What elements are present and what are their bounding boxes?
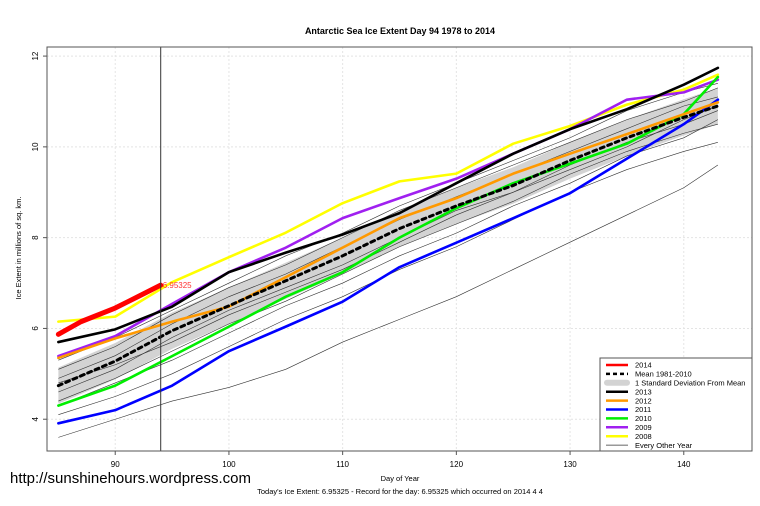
- y-tick-label: 4: [31, 416, 40, 421]
- other-year-line: [58, 119, 719, 406]
- series-line-2013: [57, 66, 720, 344]
- other-year-line: [58, 105, 718, 384]
- other-year-line: [58, 164, 719, 438]
- other-year-line: [58, 123, 718, 402]
- series-line-2010: [57, 75, 720, 407]
- series-line-2009: [57, 78, 720, 358]
- legend-label: 2014: [635, 361, 652, 370]
- legend-swatch: [604, 379, 630, 386]
- y-axis-ticks: 4 6 8 10 12: [31, 51, 47, 421]
- grid: [47, 47, 752, 451]
- legend-label: 2010: [635, 414, 652, 423]
- y-axis-label: Ice Extent in millions of sq. km.: [14, 197, 23, 300]
- legend-label: 2013: [635, 387, 652, 396]
- series-line-2012: [57, 101, 720, 360]
- x-tick-label: 110: [336, 460, 349, 469]
- today-marker-label: 6.95325: [163, 281, 192, 290]
- legend-label: 2012: [635, 396, 652, 405]
- x-tick-label: 140: [677, 460, 691, 469]
- other-year-line: [58, 142, 718, 415]
- chart-title: Antarctic Sea Ice Extent Day 94 1978 to …: [305, 26, 495, 36]
- series-line-2014: [55, 282, 164, 337]
- other-year-line: [58, 87, 718, 370]
- x-tick-label: 130: [563, 460, 577, 469]
- x-axis-ticks: 90 100 110 120 130 140: [111, 451, 691, 469]
- legend-label: 2008: [635, 432, 652, 441]
- plot-frame: [46, 46, 753, 452]
- x-tick-label: 100: [222, 460, 236, 469]
- legend-label: 2009: [635, 423, 652, 432]
- y-tick-label: 12: [31, 51, 40, 60]
- x-axis-label: Day of Year: [381, 474, 420, 483]
- legend-label: Every Other Year: [635, 441, 693, 450]
- x-tick-label: 90: [111, 460, 120, 469]
- y-tick-label: 8: [31, 235, 40, 240]
- y-tick-label: 10: [31, 142, 40, 151]
- series-line-2008: [57, 73, 720, 323]
- series-line-2011: [57, 98, 720, 425]
- legend-label: 1 Standard Deviation From Mean: [635, 379, 745, 388]
- chart-subtitle: Today's Ice Extent: 6.95325 - Record for…: [257, 487, 543, 496]
- legend-label: 2011: [635, 405, 651, 414]
- x-tick-label: 120: [450, 460, 464, 469]
- series-line-mean-1981-2010: [56, 104, 720, 388]
- legend-label: Mean 1981-2010: [635, 370, 692, 379]
- series-lines: [55, 66, 720, 425]
- watermark-url: http://sunshinehours.wordpress.com: [10, 470, 251, 487]
- y-tick-label: 6: [31, 326, 40, 331]
